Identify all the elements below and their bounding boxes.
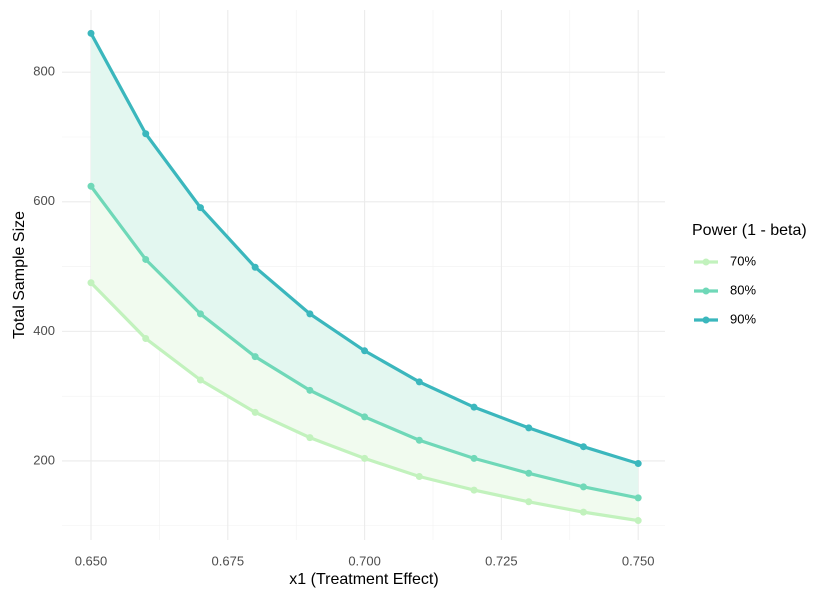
point: [87, 29, 95, 37]
point: [306, 310, 314, 318]
point: [579, 443, 587, 451]
point: [196, 376, 204, 384]
legend-label: 70%: [730, 253, 756, 268]
y-axis-title: Total Sample Size: [11, 211, 28, 339]
y-tick-label: 600: [33, 193, 55, 208]
point: [251, 353, 259, 361]
point: [634, 460, 642, 468]
point: [525, 469, 533, 477]
point: [87, 279, 95, 287]
point: [579, 508, 587, 516]
point: [415, 436, 423, 444]
point: [251, 408, 259, 416]
legend-title: Power (1 - beta): [692, 222, 807, 239]
point: [142, 130, 150, 138]
point: [470, 486, 478, 494]
point: [579, 483, 587, 491]
legend-swatch: [702, 258, 710, 266]
point: [361, 454, 369, 462]
y-tick-label: 200: [33, 452, 55, 467]
x-tick-label: 0.700: [348, 553, 381, 568]
legend-label: 80%: [730, 282, 756, 297]
y-tick-label: 800: [33, 64, 55, 79]
point: [361, 347, 369, 355]
point: [87, 182, 95, 190]
ribbon: [91, 33, 639, 498]
x-axis-title: x1 (Treatment Effect): [289, 571, 438, 588]
point: [306, 434, 314, 442]
point: [470, 454, 478, 462]
point: [415, 378, 423, 386]
x-tick-label: 0.675: [212, 553, 245, 568]
point: [634, 494, 642, 502]
point: [634, 517, 642, 525]
point: [142, 255, 150, 263]
point: [525, 498, 533, 506]
legend-swatch: [702, 287, 710, 295]
point: [306, 386, 314, 394]
x-tick-label: 0.650: [75, 553, 108, 568]
legend-swatch: [702, 316, 710, 324]
point: [142, 334, 150, 342]
point: [361, 413, 369, 421]
y-tick-label: 400: [33, 323, 55, 338]
point: [525, 424, 533, 432]
legend-label: 90%: [730, 311, 756, 326]
point: [470, 403, 478, 411]
x-tick-label: 0.750: [622, 553, 655, 568]
point: [196, 204, 204, 212]
point: [415, 473, 423, 481]
point: [196, 310, 204, 318]
point: [251, 263, 259, 271]
x-tick-label: 0.725: [485, 553, 518, 568]
